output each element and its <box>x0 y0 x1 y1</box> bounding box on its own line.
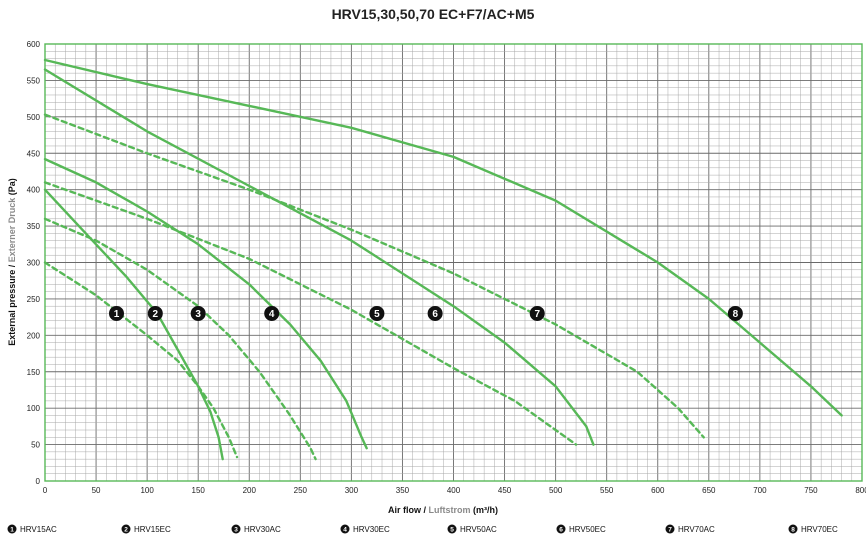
legend-marker <box>340 524 350 534</box>
x-tick-label: 0 <box>43 486 48 495</box>
y-axis-label-sep: / <box>7 262 17 270</box>
legend-marker <box>121 524 131 534</box>
legend-marker-number: 4 <box>343 527 347 534</box>
x-tick-label: 600 <box>651 486 665 495</box>
series-line-hrv15ac <box>43 261 239 459</box>
x-axis-label-unit: (m³/h) <box>471 505 499 515</box>
y-axis-label-alt: Externer Druck <box>7 197 17 263</box>
legend-label-hrv15ec: HRV15EC <box>134 525 171 534</box>
legend-marker-number: 6 <box>559 527 563 534</box>
legend-label-hrv50ec: HRV50EC <box>569 525 606 534</box>
legend-marker <box>665 524 675 534</box>
x-tick-label: 250 <box>294 486 308 495</box>
series-marker-number: 6 <box>432 309 438 320</box>
x-tick-labels: 0 50 100 150 200 250 300 350 400 450 500 550 600 650 7… <box>43 486 866 495</box>
series-line-hrv50ac <box>43 181 578 446</box>
x-axis-label-sep: / <box>421 505 429 515</box>
legend-marker <box>231 524 241 534</box>
x-tick-label: 150 <box>192 486 206 495</box>
x-tick-label: 800 <box>855 486 866 495</box>
y-tick-label: 350 <box>27 222 41 231</box>
x-axis-label-alt: Luftstrom <box>429 505 471 515</box>
legend-marker-number: 1 <box>10 527 14 534</box>
chart-title: HRV15,30,50,70 EC+F7/AC+M5 <box>331 6 535 22</box>
series-line-hrv70ec <box>43 58 843 417</box>
series-line-hrv30ec <box>43 157 368 450</box>
series-marker-number: 3 <box>195 309 201 320</box>
x-tick-label: 500 <box>549 486 563 495</box>
series-marker-number: 2 <box>153 309 159 320</box>
legend-marker-number: 7 <box>668 527 672 534</box>
legend-label-hrv70ec: HRV70EC <box>801 525 838 534</box>
series-marker-hrv30ec <box>264 305 280 321</box>
legend-marker-number: 8 <box>791 527 795 534</box>
y-tick-label: 250 <box>27 295 41 304</box>
series-marker-hrv70ec <box>727 305 743 321</box>
series-marker-number: 5 <box>374 309 380 320</box>
legend-marker-number: 5 <box>450 527 454 534</box>
legend-label-hrv30ec: HRV30EC <box>353 525 390 534</box>
y-tick-label: 550 <box>27 76 41 85</box>
y-tick-labels: 0 50 100 150 200 250 300 350 400 450 500 550 600 <box>27 40 41 486</box>
series-line-hrv50ec <box>43 68 595 446</box>
x-tick-label: 650 <box>702 486 716 495</box>
plot-grid <box>44 43 863 482</box>
legend-marker <box>447 524 457 534</box>
legend-marker <box>556 524 566 534</box>
legend-marker <box>788 524 798 534</box>
series-marker-hrv70ac <box>529 305 545 321</box>
series-marker-number: 8 <box>733 309 739 320</box>
series-markers: 1 2 3 4 5 6 7 8 <box>108 305 743 321</box>
legend-marker-number: 3 <box>234 527 238 534</box>
legend: 1 HRV15AC 2 HRV15EC 3 HRV30AC 4 HRV30EC 5 HRV50AC… <box>7 524 838 534</box>
x-axis-label: Air flow / Luftstrom (m³/h) <box>388 505 498 515</box>
y-tick-label: 400 <box>27 186 41 195</box>
series-marker-hrv30ac <box>190 305 206 321</box>
x-tick-label: 400 <box>447 486 461 495</box>
legend-label-hrv50ac: HRV50AC <box>460 525 497 534</box>
y-tick-label: 150 <box>27 368 41 377</box>
series-marker-hrv50ac <box>369 305 385 321</box>
y-axis-label: External pressure / Externer Druck (Pa) <box>7 178 17 346</box>
y-tick-label: 300 <box>27 259 41 268</box>
legend-label-hrv30ac: HRV30AC <box>244 525 281 534</box>
x-tick-label: 200 <box>243 486 257 495</box>
series-line-hrv15ec <box>43 188 224 461</box>
x-tick-label: 450 <box>498 486 512 495</box>
x-tick-label: 50 <box>92 486 101 495</box>
legend-label-hrv70ac: HRV70AC <box>678 525 715 534</box>
x-tick-label: 750 <box>804 486 818 495</box>
y-tick-label: 0 <box>36 477 41 486</box>
series-marker-number: 1 <box>114 309 120 320</box>
y-tick-label: 450 <box>27 149 41 158</box>
x-tick-label: 350 <box>396 486 410 495</box>
y-tick-label: 200 <box>27 331 41 340</box>
x-tick-label: 550 <box>600 486 614 495</box>
series-line-hrv30ac <box>43 217 317 461</box>
legend-label-hrv15ac: HRV15AC <box>20 525 57 534</box>
series-marker-hrv50ec <box>427 305 443 321</box>
y-tick-label: 500 <box>27 113 41 122</box>
series-line-hrv70ac <box>43 113 705 439</box>
y-axis-label-main: External pressure <box>7 270 17 346</box>
x-tick-label: 300 <box>345 486 359 495</box>
series-curves <box>43 58 843 461</box>
y-tick-label: 50 <box>31 441 40 450</box>
legend-marker-number: 2 <box>124 527 128 534</box>
series-marker-number: 7 <box>534 309 540 320</box>
series-marker-hrv15ec <box>147 305 163 321</box>
legend-marker <box>7 524 17 534</box>
y-tick-label: 600 <box>27 40 41 49</box>
x-tick-label: 700 <box>753 486 767 495</box>
x-tick-label: 100 <box>140 486 154 495</box>
y-axis-label-unit: (Pa) <box>7 178 17 198</box>
x-axis-label-main: Air flow <box>388 505 422 515</box>
series-marker-number: 4 <box>269 309 275 320</box>
series-marker-hrv15ac <box>108 305 124 321</box>
y-tick-label: 100 <box>27 404 41 413</box>
